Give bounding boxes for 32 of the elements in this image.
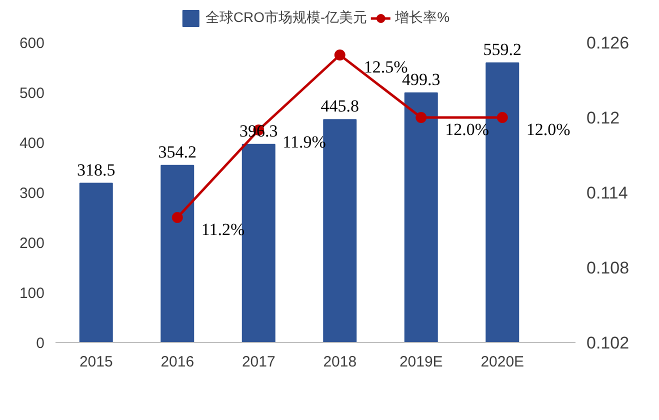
y2-tick-label: 0.108	[586, 258, 630, 278]
x-tick-label: 2016	[160, 354, 194, 370]
point	[172, 212, 183, 223]
x-tick-label: 2017	[242, 354, 276, 370]
y-tick-label: 500	[19, 85, 45, 102]
y-tick-label: 100	[19, 285, 45, 302]
y2-tick-label: 0.126	[586, 34, 630, 52]
y-tick-label: 200	[19, 235, 45, 252]
legend-label: 增长率%	[395, 9, 450, 27]
x-tick-label: 2018	[323, 354, 357, 370]
x-tick-label: 2020E	[480, 354, 524, 370]
y-tick-label: 400	[19, 135, 45, 152]
y2-tick-label: 0.114	[586, 184, 628, 202]
data-label: 318.5	[77, 160, 116, 180]
data-label: 445.8	[320, 96, 359, 116]
y-tick-label: 600	[19, 35, 45, 52]
point	[334, 50, 346, 60]
x-tick-label: 2019E	[399, 354, 443, 370]
legend-label: 全球CRO市场规模-亿美元	[205, 9, 368, 27]
data-label: 559.2	[483, 40, 522, 59]
point	[416, 112, 427, 123]
data-label: 354.2	[158, 142, 196, 162]
y-tick-label: 0	[36, 335, 44, 352]
bar	[160, 164, 194, 342]
x-tick-label: 2015	[79, 354, 113, 370]
y2-tick-label: 0.12	[586, 108, 620, 128]
bar	[79, 182, 113, 342]
y2-tick-label: 0.102	[586, 334, 630, 352]
y-tick-label: 300	[19, 185, 45, 202]
data-label: 12.0%	[526, 120, 570, 139]
bar	[404, 92, 438, 342]
point	[496, 112, 508, 123]
